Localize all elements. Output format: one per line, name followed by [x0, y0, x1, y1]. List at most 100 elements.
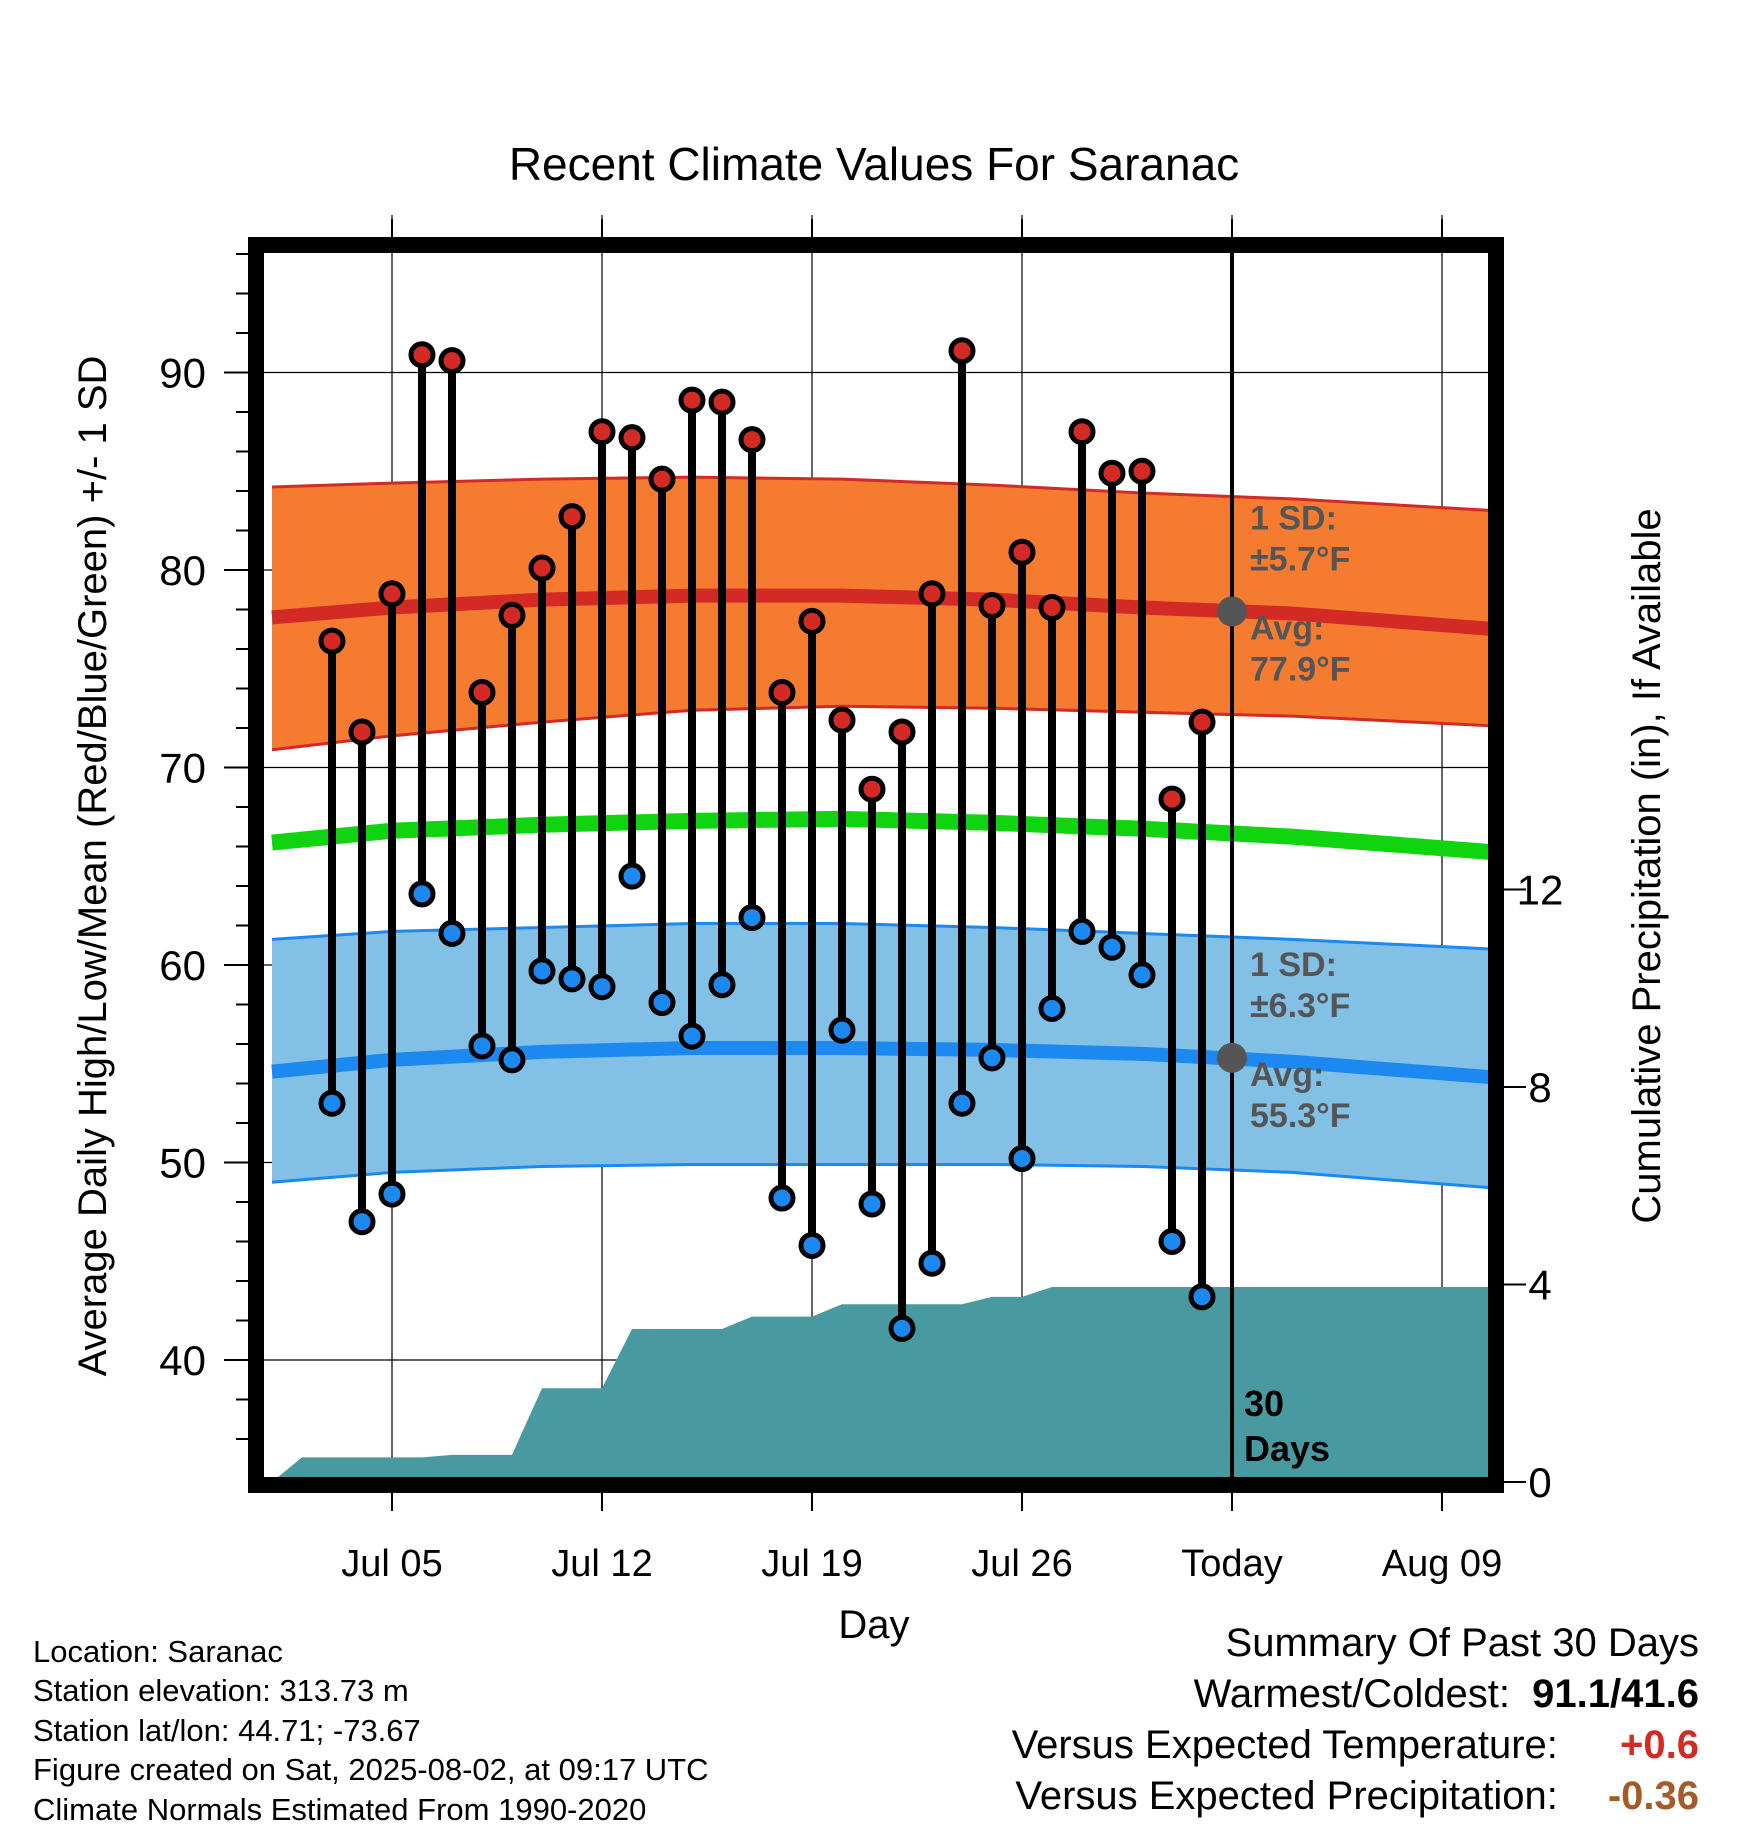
daily-high-point — [1098, 459, 1126, 487]
x-tick-label: Jul 12 — [551, 1543, 652, 1585]
daily-high-low — [318, 337, 1216, 1342]
y-tick-label: 80 — [159, 547, 206, 594]
daily-high-point — [408, 341, 436, 369]
daily-low-point — [558, 965, 586, 993]
daily-low-point — [1128, 961, 1156, 989]
y2-tick-label: 0 — [1528, 1459, 1551, 1506]
temp-label: Versus Expected Temperature: — [1011, 1723, 1558, 1767]
x-tick-label: Jul 05 — [341, 1543, 442, 1585]
summary-panel: Summary Of Past 30 Days Warmest/Coldest:… — [1012, 1618, 1699, 1822]
y2-tick-label: 8 — [1528, 1064, 1551, 1111]
high-sd-value: ±5.7°F — [1250, 540, 1350, 578]
daily-low-point — [978, 1044, 1006, 1072]
y-tick-label: 50 — [159, 1140, 206, 1187]
daily-high-point — [1158, 785, 1186, 813]
normal-bands — [271, 475, 1497, 1190]
daily-low-point — [648, 989, 676, 1017]
high-today-normal-point — [1217, 596, 1247, 627]
daily-high-point — [528, 554, 556, 582]
daily-high-point — [648, 465, 676, 493]
low-today-normal-point — [1217, 1042, 1247, 1073]
daily-high-point — [768, 678, 796, 706]
summary-temp: Versus Expected Temperature: +0.6 — [1012, 1720, 1699, 1771]
daily-low-point — [1098, 933, 1126, 961]
daily-low-point — [528, 957, 556, 985]
y-tick-label: 40 — [159, 1337, 206, 1384]
y2-tick-label: 4 — [1528, 1262, 1551, 1309]
daily-low-point — [768, 1184, 796, 1212]
daily-high-point — [978, 592, 1006, 620]
plot-frame — [248, 237, 1504, 1493]
created-text: Figure created on Sat, 2025-08-02, at 09… — [33, 1752, 709, 1788]
daily-low-point — [1068, 917, 1096, 945]
y2-tick-label: 12 — [1517, 867, 1564, 914]
daily-low-point — [318, 1089, 346, 1117]
daily-low-point — [678, 1022, 706, 1050]
temp-value: +0.6 — [1620, 1723, 1699, 1767]
daily-low-point — [618, 862, 646, 890]
daily-high-point — [1008, 538, 1036, 566]
high-band-lower-edge — [271, 704, 1497, 752]
precipitation-area — [256, 1286, 1496, 1482]
daily-high-point — [828, 706, 856, 734]
precipitation-fill — [256, 1286, 1496, 1482]
daily-high-point — [498, 601, 526, 629]
normals-text: Climate Normals Estimated From 1990-2020 — [33, 1791, 647, 1827]
daily-low-point — [588, 973, 616, 1001]
location-text: Location: Saranac — [33, 1634, 283, 1669]
precip-value: -0.36 — [1607, 1774, 1699, 1818]
summary-title: Summary Of Past 30 Days — [1225, 1621, 1699, 1665]
daily-high-point — [708, 388, 736, 416]
daily-low-point — [498, 1046, 526, 1074]
x-tick-label: Jul 26 — [971, 1543, 1072, 1585]
daily-low-point — [858, 1190, 886, 1218]
daily-high-point — [348, 718, 376, 746]
axes: Jul 05 Jul 12 Jul 19 Jul 26 Today Aug 0940506… — [159, 219, 1563, 1585]
high-sd-label: 1 SD: — [1250, 499, 1337, 537]
daily-low-point — [798, 1231, 826, 1259]
daily-low-point — [1188, 1283, 1216, 1311]
daily-low-point — [1008, 1145, 1036, 1173]
daily-high-point — [618, 424, 646, 452]
x-tick-label: Aug 09 — [1382, 1543, 1502, 1585]
daily-high-point — [1038, 594, 1066, 622]
daily-low-point — [1158, 1228, 1186, 1255]
daily-high-point — [1188, 708, 1216, 736]
y-tick-label: 90 — [159, 350, 206, 397]
daily-low-point — [378, 1180, 406, 1208]
daily-low-point — [1038, 994, 1066, 1022]
daily-high-point — [468, 678, 496, 706]
y-tick-label: 60 — [159, 942, 206, 989]
daily-high-point — [738, 426, 766, 454]
station-info: Location: Saranac Station elevation: 313… — [33, 1632, 709, 1829]
daily-high-point — [888, 718, 916, 746]
warm-cold-value: 91.1/41.6 — [1532, 1672, 1699, 1716]
daily-low-point — [348, 1208, 376, 1236]
low-sd-value: ±6.3°F — [1250, 987, 1350, 1025]
daily-low-point — [738, 904, 766, 932]
daily-high-point — [858, 775, 886, 803]
summary-precip: Versus Expected Precipitation: -0.36 — [1012, 1771, 1699, 1822]
y2-axis-label: Cumulative Precipitation (in), If Availa… — [1625, 508, 1669, 1223]
days-label-word: Days — [1244, 1428, 1330, 1469]
daily-low-point — [948, 1089, 976, 1117]
daily-low-point — [918, 1249, 946, 1277]
daily-low-point — [888, 1314, 916, 1342]
plot-border — [248, 237, 1504, 1493]
daily-high-point — [588, 418, 616, 446]
summary-warm-cold: Warmest/Coldest: 91.1/41.6 — [1012, 1669, 1699, 1720]
precip-label: Versus Expected Precipitation: — [1015, 1774, 1558, 1818]
low-band-lower-edge — [271, 1162, 1497, 1190]
x-tick-label: Jul 19 — [761, 1543, 862, 1585]
daily-high-point — [798, 607, 826, 635]
latlon-text: Station lat/lon: 44.71; -73.67 — [33, 1712, 421, 1748]
daily-high-point — [918, 580, 946, 608]
y-tick-label: 70 — [159, 745, 206, 792]
high-band-upper-edge — [271, 475, 1497, 513]
daily-high-point — [318, 627, 346, 655]
daily-high-point — [438, 347, 466, 375]
low-avg-label: Avg: — [1250, 1056, 1324, 1094]
days-label-number: 30 — [1244, 1383, 1284, 1424]
daily-high-point — [948, 337, 976, 365]
